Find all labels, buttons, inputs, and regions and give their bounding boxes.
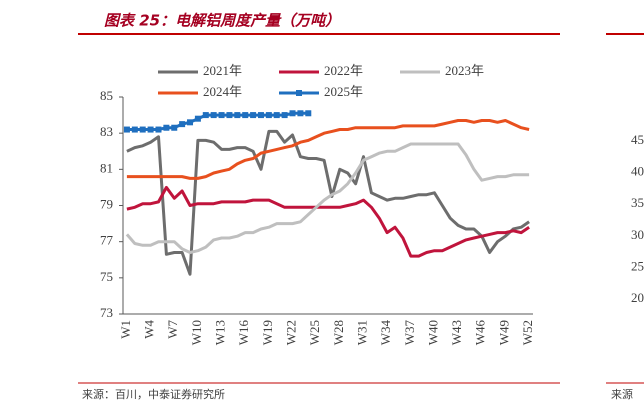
y-tick-label: 81 — [100, 160, 113, 175]
x-tick-label: W52 — [520, 320, 535, 345]
series-line — [126, 129, 530, 276]
x-tick-label: W1 — [118, 320, 133, 339]
point — [131, 126, 138, 133]
x-tick-label: W13 — [213, 320, 228, 345]
y-tick-label: 45 — [631, 132, 644, 147]
x-tick-label: W31 — [354, 320, 369, 345]
x-tick-label: W34 — [378, 320, 393, 346]
x-tick-label: W49 — [496, 320, 511, 345]
x-tick-label: W46 — [473, 320, 488, 346]
point — [179, 121, 186, 128]
legend-label: 2022年 — [324, 63, 363, 78]
legend-marker — [296, 90, 302, 96]
y-tick-label: 73 — [100, 305, 113, 320]
y-tick-label: 77 — [100, 233, 114, 248]
chart-title: 图表 25：电解铝周度产量（万吨） — [104, 12, 340, 30]
series-line — [126, 185, 530, 258]
y-tick-label: 83 — [100, 124, 113, 139]
legend-label: 2024年 — [203, 84, 242, 99]
point — [250, 112, 257, 119]
point — [226, 112, 233, 119]
x-tick-label: W37 — [402, 320, 417, 346]
x-tick-label: W28 — [331, 320, 346, 345]
point — [273, 112, 280, 119]
x-tick-label: W16 — [236, 320, 251, 346]
legend-label: 2025年 — [324, 84, 363, 99]
legend-label: 2021年 — [203, 63, 242, 78]
point — [194, 115, 201, 122]
point — [305, 110, 312, 117]
x-tick-label: W4 — [142, 320, 157, 339]
point — [297, 110, 304, 117]
source: 来源：百川，中泰证券研究所 — [82, 387, 225, 401]
y-tick-label: 85 — [100, 88, 113, 103]
y-tick-label: 30 — [631, 227, 644, 242]
point — [289, 110, 296, 117]
point — [265, 112, 272, 119]
point — [163, 124, 170, 131]
legend-label: 2023年 — [445, 63, 484, 78]
y-tick-label: 35 — [631, 195, 644, 210]
y-tick-label: 25 — [631, 258, 644, 273]
point — [234, 112, 241, 119]
x-tick-label: W19 — [260, 320, 275, 345]
x-tick-label: W40 — [425, 320, 440, 345]
y-tick-label: 20 — [631, 290, 644, 305]
x-tick-label: W25 — [307, 320, 322, 345]
point — [218, 112, 225, 119]
x-tick-label: W10 — [189, 320, 204, 345]
point — [139, 126, 146, 133]
point — [123, 126, 130, 133]
x-tick-label: W22 — [284, 320, 299, 345]
point — [147, 126, 154, 133]
point — [242, 112, 249, 119]
y-tick-label: 75 — [100, 269, 113, 284]
point — [257, 112, 264, 119]
point — [210, 112, 217, 119]
point — [202, 112, 209, 119]
series-line — [126, 111, 309, 131]
point — [281, 112, 288, 119]
series-line — [125, 142, 530, 254]
series-line — [126, 119, 530, 180]
source: 来源 — [611, 387, 633, 401]
x-tick-label: W43 — [449, 320, 464, 345]
y-tick-label: 79 — [100, 196, 113, 211]
point — [171, 124, 178, 131]
point — [155, 126, 162, 133]
y-tick-label: 40 — [631, 164, 644, 179]
x-tick-label: W7 — [165, 320, 180, 339]
point — [187, 119, 194, 126]
